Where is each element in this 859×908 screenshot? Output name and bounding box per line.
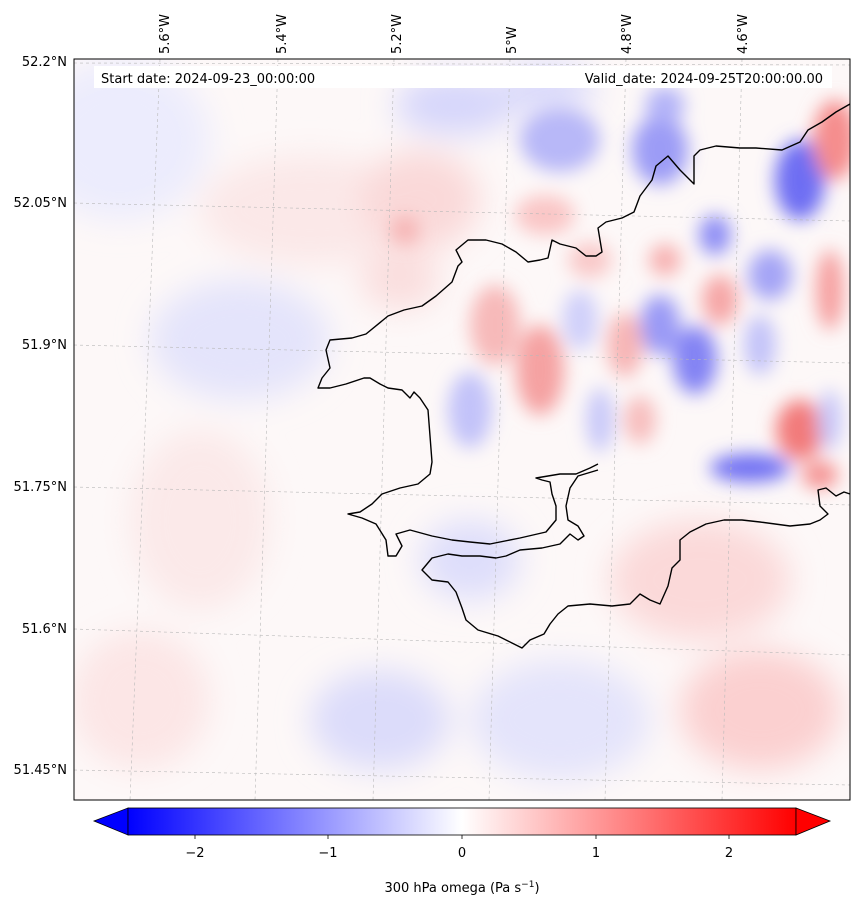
lon-tick-label: 5°W — [505, 26, 520, 54]
coastline-north — [317, 103, 851, 557]
gridlines — [73, 58, 851, 801]
map-frame — [73, 58, 851, 801]
colorbar-label-main: 300 hPa omega (Pa s — [384, 881, 521, 896]
colorbar-extend-low — [92, 807, 129, 836]
lon-tick-label: 4.6°W — [736, 14, 751, 54]
lat-tick-labels: 52.2°N 52.05°N 51.9°N 51.75°N 51.6°N 51.… — [14, 55, 67, 778]
lon-tick-label: 5.2°W — [390, 14, 405, 54]
colorbar-tick-label: 0 — [458, 846, 466, 861]
lat-tick-label: 51.6°N — [22, 622, 67, 637]
colorbar-label-exponent: −1 — [521, 880, 534, 890]
colorbar-tick-label: 2 — [725, 846, 733, 861]
lon-tick-labels: 5.6°W 5.4°W 5.2°W 5°W 4.8°W 4.6°W — [158, 14, 751, 54]
coastline — [317, 103, 851, 649]
lat-tick-label: 51.45°N — [14, 763, 67, 778]
lon-tick-label: 5.4°W — [275, 14, 290, 54]
coastline-south — [421, 469, 851, 649]
colorbar-tick-label: −2 — [185, 846, 204, 861]
lat-tick-label: 52.05°N — [14, 196, 67, 211]
colorbar-ticks — [194, 835, 730, 839]
colorbar-label: 300 hPa omega (Pa s−1) — [384, 880, 539, 896]
valid-date-label: Valid_date: 2024-09-25T20:00:00.00 — [585, 72, 823, 87]
colorbar: −2 −1 0 1 2 300 hPa omega (Pa s−1) — [92, 807, 832, 896]
colorbar-extend-high — [795, 807, 832, 836]
omega-field — [74, 60, 850, 780]
lat-tick-label: 51.75°N — [14, 480, 67, 495]
colorbar-gradient — [127, 807, 797, 836]
colorbar-label-end: ) — [534, 881, 539, 896]
lat-tick-label: 52.2°N — [22, 55, 67, 70]
lon-tick-label: 5.6°W — [158, 14, 173, 54]
start-date-label: Start date: 2024-09-23_00:00:00 — [101, 72, 315, 87]
map-panel: Start date: 2024-09-23_00:00:00 Valid_da… — [73, 58, 851, 801]
header-background — [94, 66, 832, 88]
lon-tick-label: 4.8°W — [620, 14, 635, 54]
colorbar-tick-label: 1 — [592, 846, 600, 861]
lat-tick-label: 51.9°N — [22, 338, 67, 353]
header-box: Start date: 2024-09-23_00:00:00 Valid_da… — [94, 66, 832, 88]
gridline-lon — [129, 58, 161, 801]
colorbar-tick-label: −1 — [318, 846, 337, 861]
